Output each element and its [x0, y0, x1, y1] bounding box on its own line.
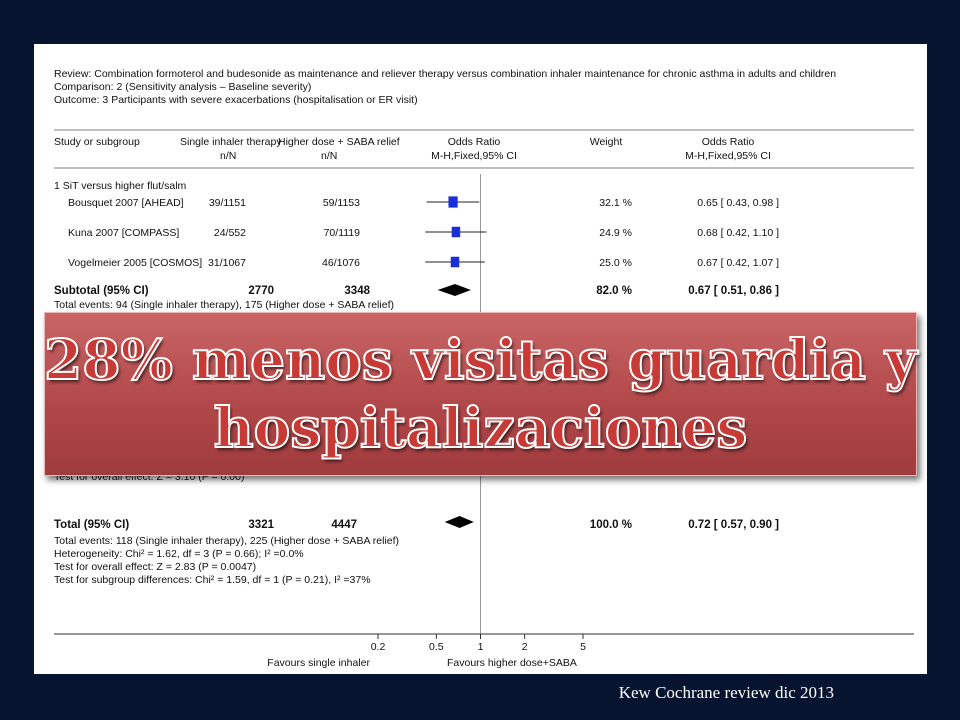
- study-ci-text: 0.65 [ 0.43, 0.98 ]: [697, 197, 779, 209]
- study-events-higher: 70/1119: [324, 227, 361, 239]
- col-or-plot-sub: M-H,Fixed,95% CI: [431, 150, 517, 162]
- col-or-plot: Odds Ratio: [448, 136, 501, 148]
- study-events-single: 24/552: [214, 227, 246, 239]
- favours-left-label: Favours single inhaler: [267, 657, 370, 669]
- review-line: Review: Combination formoterol and budes…: [54, 68, 836, 80]
- highlight-banner: 28% menos visitas guardia y hospitalizac…: [43, 312, 918, 476]
- citation: Kew Cochrane review dic 2013: [618, 683, 834, 702]
- col-or-text-sub: M-H,Fixed,95% CI: [685, 150, 771, 162]
- study-rows: Bousquet 2007 [AHEAD] 39/1151 59/1153 32.1 …: [68, 197, 779, 269]
- study-point-marker: [450, 256, 460, 268]
- study-weight: 32.1 %: [599, 197, 632, 209]
- study-ci-text: 0.68 [ 0.42, 1.10 ]: [697, 227, 779, 239]
- total-n1: 3321: [248, 519, 274, 531]
- total-label: Total (95% CI): [54, 519, 129, 531]
- forest-plot: Review: Combination formoterol and budes…: [54, 68, 914, 669]
- study-ci-text: 0.67 [ 0.42, 1.07 ]: [697, 257, 779, 269]
- subtotal-n1: 2770: [248, 285, 274, 297]
- total-footnote-events: Total events: 118 (Single inhaler therap…: [54, 535, 399, 547]
- x-tick-label: 5: [580, 641, 586, 653]
- study-weight: 24.9 %: [599, 227, 632, 239]
- pooled-diamond: [437, 284, 471, 296]
- subtotal-ci-text: 0.67 [ 0.51, 0.86 ]: [688, 285, 779, 297]
- study-events-higher: 46/1076: [322, 257, 360, 269]
- col-group1-sub: n/N: [220, 150, 236, 162]
- study-name: Kuna 2007 [COMPASS]: [68, 227, 179, 239]
- study-name: Vogelmeier 2005 [COSMOS]: [68, 257, 202, 269]
- x-tick-label: 0.5: [429, 641, 444, 653]
- total-ci-text: 0.72 [ 0.57, 0.90 ]: [688, 519, 779, 531]
- outcome-line: Outcome: 3 Participants with severe exac…: [54, 94, 418, 106]
- col-study: Study or subgroup: [54, 136, 140, 148]
- study-point-marker: [448, 196, 458, 208]
- forest-marks: [425, 196, 487, 528]
- total-footnote-heterogeneity: Heterogeneity: Chi² = 1.62, df = 3 (P = …: [54, 548, 304, 560]
- subtotal-weight: 82.0 %: [596, 285, 632, 297]
- total-weight: 100.0 %: [590, 519, 632, 531]
- banner-line-2: hospitalizaciones: [213, 394, 749, 461]
- col-group1: Single inhaler therapy: [180, 136, 282, 148]
- favours-right-label: Favours higher dose+SABA: [447, 657, 577, 669]
- col-group2: Higher dose + SABA relief: [278, 136, 400, 148]
- total-footnote-overall-effect: Test for overall effect: Z = 2.83 (P = 0…: [54, 561, 256, 573]
- banner-line-1: 28% menos visitas guardia y: [43, 326, 918, 393]
- study-events-single: 39/1151: [209, 197, 246, 209]
- subtotal-label: Subtotal (95% CI): [54, 285, 149, 297]
- col-or-text: Odds Ratio: [702, 136, 755, 148]
- x-tick-label: 1: [478, 641, 484, 653]
- study-point-marker: [451, 226, 461, 238]
- study-events-higher: 59/1153: [323, 197, 360, 209]
- x-tick-label: 2: [522, 641, 528, 653]
- x-tick-label: 0.2: [371, 641, 386, 653]
- col-group2-sub: n/N: [321, 150, 337, 162]
- pooled-diamond: [444, 516, 474, 528]
- total-footnote-subgroup-diff: Test for subgroup differences: Chi² = 1.…: [54, 574, 371, 586]
- total-n2: 4447: [331, 519, 357, 531]
- subtotal-n2: 3348: [344, 285, 370, 297]
- subgroup-events: Total events: 94 (Single inhaler therapy…: [54, 299, 394, 311]
- subgroup-title: 1 SiT versus higher flut/salm: [54, 180, 187, 192]
- study-events-single: 31/1067: [208, 257, 246, 269]
- col-weight: Weight: [590, 136, 623, 148]
- study-weight: 25.0 %: [599, 257, 632, 269]
- study-name: Bousquet 2007 [AHEAD]: [68, 197, 184, 209]
- comparison-line: Comparison: 2 (Sensitivity analysis – Ba…: [54, 81, 311, 93]
